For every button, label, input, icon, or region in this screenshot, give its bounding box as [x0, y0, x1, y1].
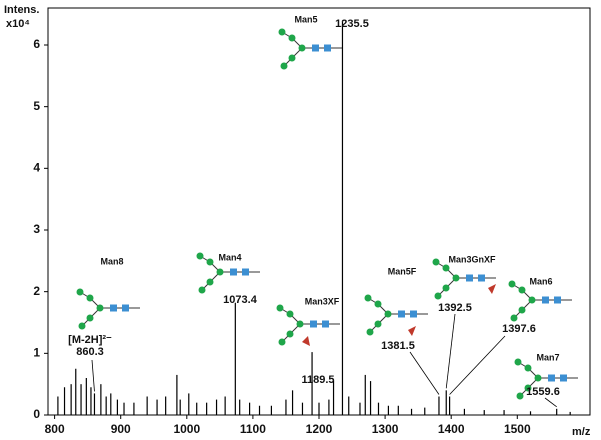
x-tick-label: 1100	[240, 422, 266, 436]
peak-name: Man6	[529, 276, 552, 286]
ion-note: [M-2H]²⁻	[68, 334, 112, 346]
x-tick-label: 1400	[438, 422, 465, 436]
glycan-icon	[508, 280, 573, 322]
peak-label: 1397.6	[502, 323, 536, 335]
y-scale-label: x10⁴	[6, 18, 30, 30]
fucose-icon	[302, 336, 310, 346]
glycan-icon	[364, 294, 429, 336]
y-tick-label: 4	[33, 161, 40, 175]
peak-name: Man3XF	[305, 296, 340, 306]
peak-label: 1559.6	[526, 386, 560, 398]
x-tick-label: 1200	[306, 422, 333, 436]
x-axis-label: m/z	[572, 426, 591, 438]
peak-label: 1189.5	[301, 374, 334, 386]
leader-line	[445, 313, 456, 389]
peak-label: 1073.4	[223, 294, 258, 306]
leader-line	[91, 359, 95, 392]
peak-label: 1235.5	[335, 18, 369, 30]
peak-name: Man5	[294, 14, 317, 24]
peak-name: Man5F	[388, 266, 417, 276]
peak-label: 1392.5	[438, 302, 472, 314]
fucose-icon	[488, 284, 496, 294]
leader-line	[409, 351, 440, 395]
x-tick-label: 900	[111, 422, 131, 436]
glycan-icons	[76, 28, 579, 400]
x-tick-label: 800	[45, 422, 65, 436]
glycan-icon	[278, 28, 343, 70]
peak-name: Man3GnXF	[448, 254, 496, 264]
y-tick-label: 5	[33, 99, 40, 113]
leader-line	[544, 397, 557, 408]
peak-name: Man4	[218, 252, 241, 262]
x-tick-label: 1300	[372, 422, 399, 436]
y-tick-label: 3	[33, 222, 40, 236]
y-tick-label: 0	[33, 407, 40, 421]
x-tick-label: 1000	[173, 422, 200, 436]
y-tick-label: 2	[33, 284, 40, 298]
leader-line	[449, 335, 506, 395]
glycan-icon	[432, 258, 497, 300]
peak-label: 1381.5	[381, 340, 415, 352]
peak-name: Man8	[100, 256, 123, 266]
y-axis-label: Intens.	[4, 4, 39, 16]
plot-frame	[47, 7, 591, 416]
y-tick-label: 6	[33, 37, 40, 51]
y-tick-label: 1	[33, 346, 40, 360]
peak-name: Man7	[536, 352, 559, 362]
peak-label: 860.3	[76, 346, 104, 358]
x-tick-label: 1500	[504, 422, 531, 436]
glycan-icon	[76, 288, 141, 330]
fucose-icon	[408, 326, 416, 336]
